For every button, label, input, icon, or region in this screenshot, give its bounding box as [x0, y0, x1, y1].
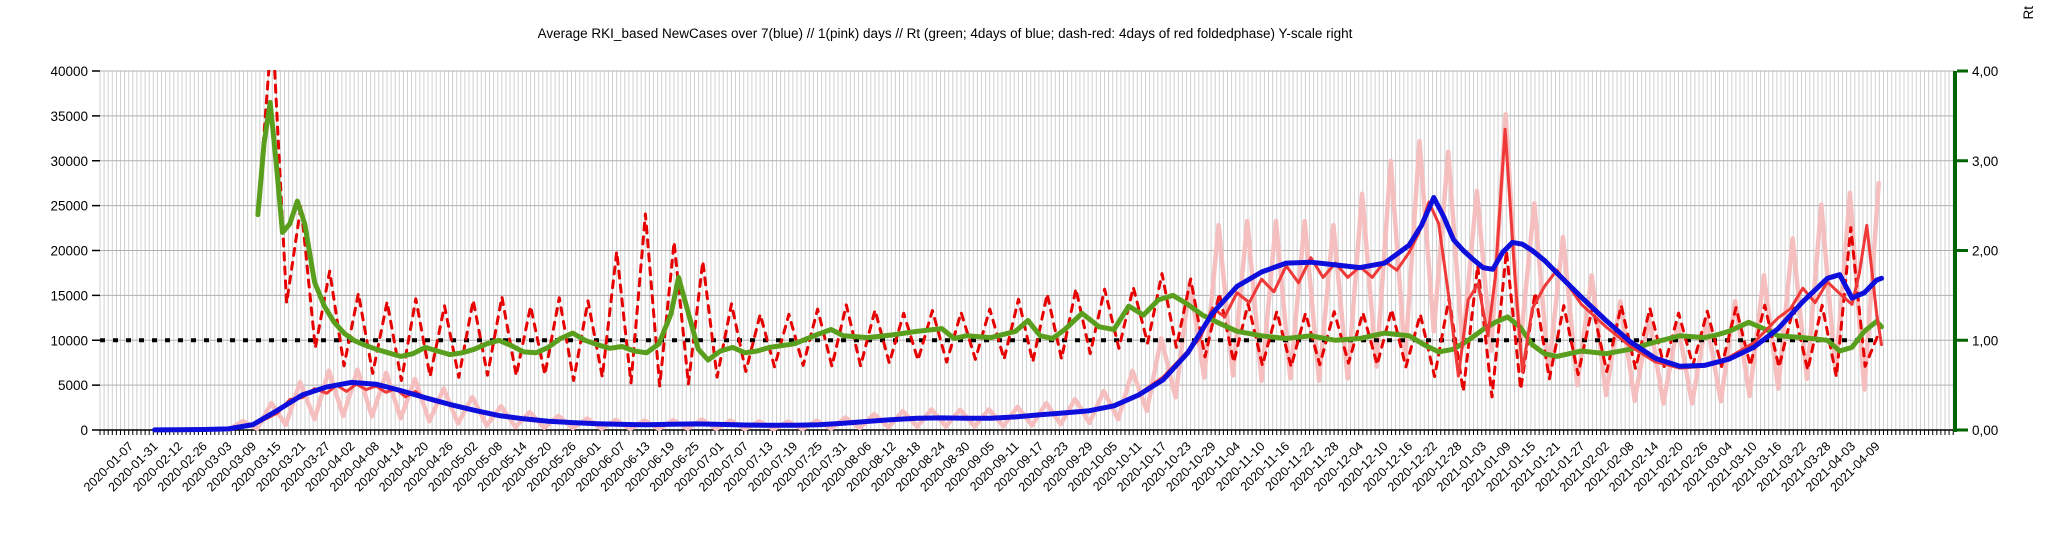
left-axis-tick-label: 40000: [50, 64, 88, 79]
series-new-cases-1day-pink: [226, 112, 1881, 433]
left-axis-tick-label: 35000: [50, 109, 88, 124]
right-axis: 0,00 1,00 2,00 3,00 4,00: [1953, 64, 1998, 438]
left-axis-tick-label: 20000: [50, 244, 88, 259]
right-axis-tick-label: 3,00: [1972, 154, 1998, 169]
right-axis-rt-label: Rt: [2021, 6, 2036, 20]
left-axis-tick-label: 0: [80, 423, 88, 438]
right-axis-tick-label: 1,00: [1972, 333, 1998, 348]
chart-title: Average RKI_based NewCases over 7(blue) …: [537, 26, 1353, 41]
right-axis-tick-label: 2,00: [1972, 244, 1998, 259]
left-axis-tick-label: 15000: [50, 288, 88, 303]
left-axis-tick-label: 10000: [50, 333, 88, 348]
right-axis-tick-label: 0,00: [1972, 423, 1998, 438]
series-new-cases-7day-avg-blue: [152, 195, 1884, 433]
x-axis: [99, 429, 1955, 435]
left-axis-tick-label: 5000: [58, 378, 88, 393]
right-axis-tick-label: 4,00: [1972, 64, 1998, 79]
left-axis-tick-label: 25000: [50, 199, 88, 214]
series-plots: [100, 70, 1884, 433]
left-axis-ticks: 0 5000 10000 15000 20000 25000 30000 35000 40000: [50, 64, 100, 438]
left-axis-tick-label: 30000: [50, 154, 88, 169]
series-rt-green-4day-of-blue: [255, 99, 1884, 363]
x-axis-tick-labels: 2020-01-072020-01-312020-02-122020-02-26…: [81, 439, 1883, 494]
